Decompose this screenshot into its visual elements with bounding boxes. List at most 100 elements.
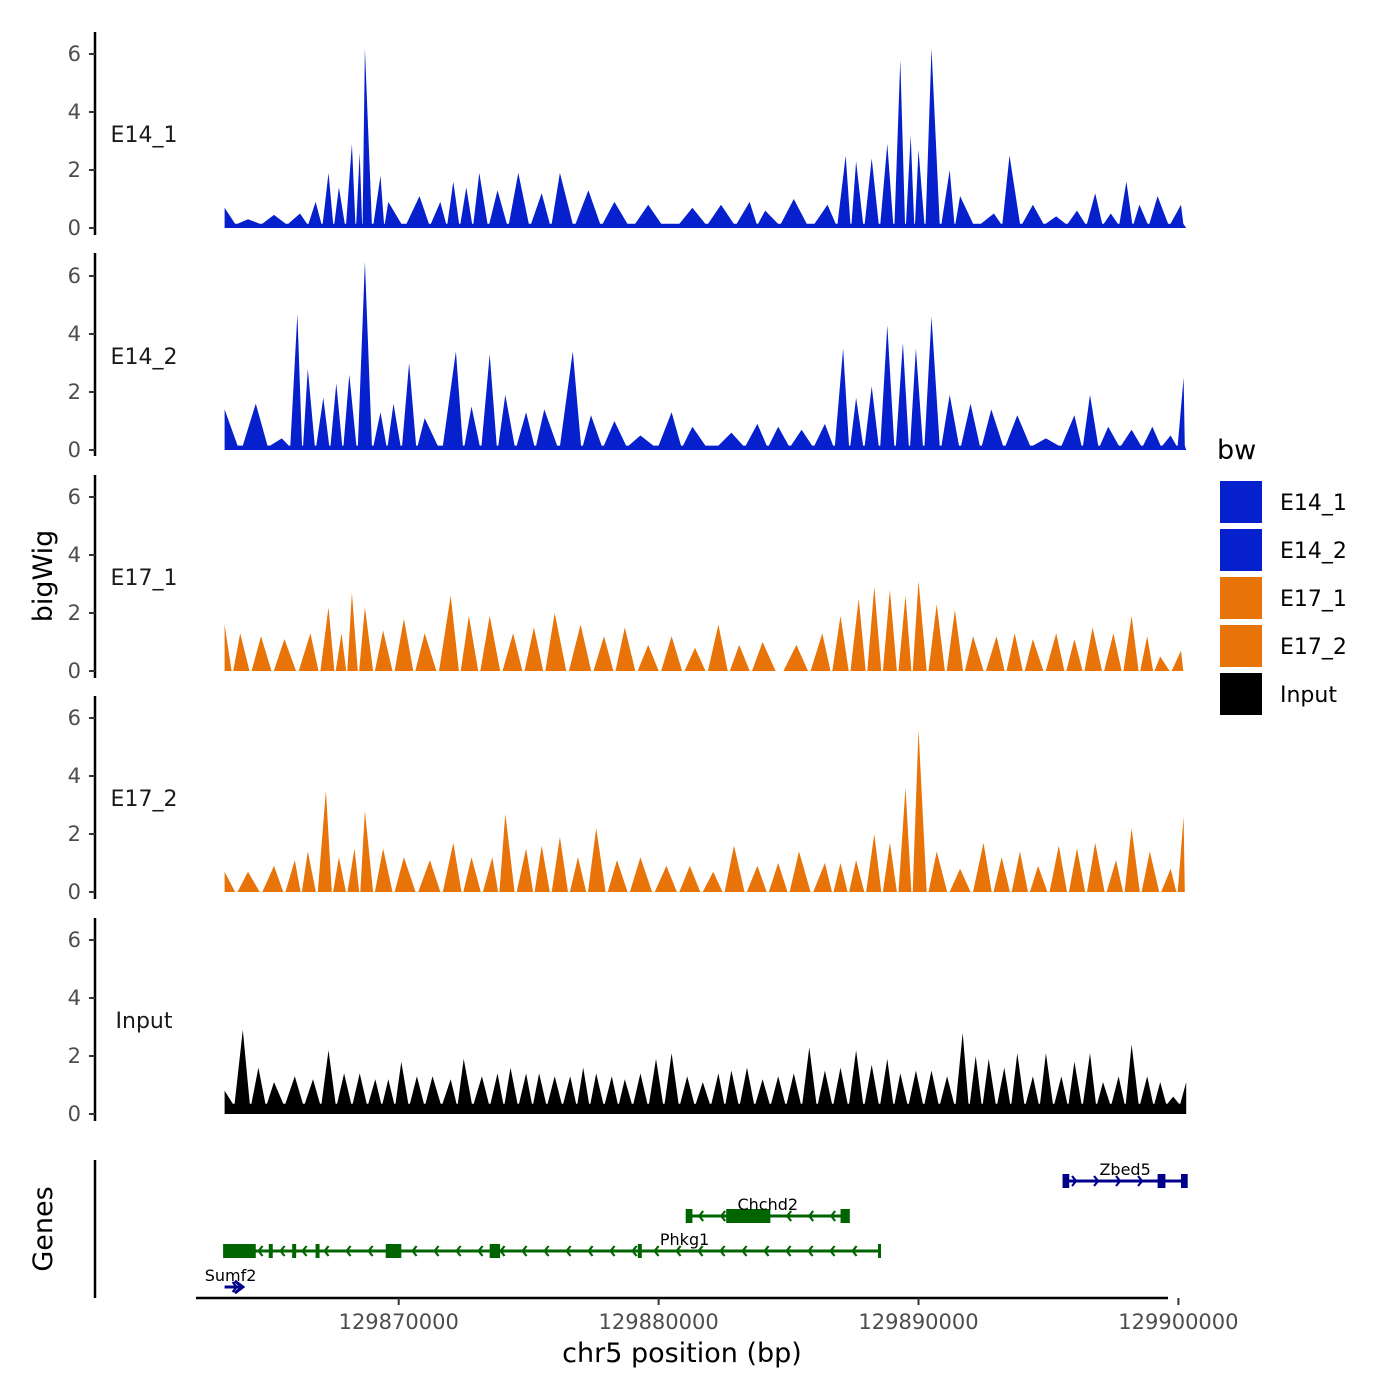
gene-exon: [1180, 1174, 1187, 1188]
signal-area-E14_2: [224, 261, 1187, 450]
gene-Chchd2: Chchd2: [685, 1195, 850, 1223]
y-tick-label: 2: [68, 822, 81, 846]
signal-tracks: 0 2 4 6 E14_1 0 2 4 6 E14_2 0 2 4 6 E17_1 0 2 4 6 E17_2 0 2 4 6…: [68, 32, 1187, 1126]
x-tick-label: 129870000: [339, 1310, 459, 1334]
track-Input: 0 2 4 6 Input: [68, 918, 1187, 1126]
track-label-Input: Input: [116, 1009, 173, 1034]
track-label-E14_2: E14_2: [111, 345, 178, 370]
strand-chevron: [1093, 1175, 1100, 1187]
y-tick-label: 6: [68, 928, 81, 952]
strand-chevron: [279, 1245, 286, 1257]
strand-chevron: [675, 1245, 682, 1257]
y-tick-label: 4: [68, 764, 81, 788]
x-tick-label: 129880000: [598, 1310, 718, 1334]
strand-chevron: [697, 1210, 705, 1222]
signal-area-Input: [224, 1029, 1187, 1114]
gene-Zbed5: Zbed5: [1062, 1160, 1188, 1188]
strand-chevron: [653, 1245, 660, 1257]
gene-annotation-panel: Zbed5 Chchd2 Phkg1 Sumf2: [93, 1160, 1188, 1298]
strand-chevron: [411, 1245, 418, 1257]
gene-exon: [315, 1244, 320, 1258]
y-tick-label: 0: [68, 659, 81, 683]
strand-chevron: [785, 1245, 792, 1257]
x-axis: 129870000 129880000 129890000 129900000: [196, 1296, 1239, 1334]
track-E14_2: 0 2 4 6 E14_2: [68, 253, 1187, 462]
x-tick-label: 129890000: [858, 1310, 978, 1334]
gene-exon: [1064, 1174, 1070, 1188]
strand-chevron: [499, 1245, 506, 1257]
gene-label-Zbed5: Zbed5: [1099, 1160, 1150, 1179]
strand-chevron: [763, 1245, 770, 1257]
signal-area-E17_2: [224, 729, 1187, 892]
strand-chevron: [345, 1245, 352, 1257]
y-axis-title: bigWig: [28, 530, 59, 623]
gene-exon: [840, 1209, 849, 1223]
legend-label-E17_2: E17_2: [1280, 635, 1347, 660]
strand-chevron: [301, 1245, 308, 1257]
gene-label-Chchd2: Chchd2: [737, 1195, 798, 1214]
legend-swatch-E14_1: [1218, 479, 1264, 525]
legend-label-Input: Input: [1280, 683, 1337, 708]
y-tick-label: 2: [68, 1044, 81, 1068]
strand-chevron: [1115, 1175, 1122, 1187]
legend: bw E14_1 E14_2 E17_1 E17_2 Input: [1217, 435, 1347, 717]
strand-chevron: [565, 1245, 572, 1257]
track-E14_1: 0 2 4 6 E14_1: [68, 32, 1187, 240]
track-label-E17_2: E17_2: [111, 787, 178, 812]
strand-chevron: [323, 1245, 330, 1257]
gene-label-Sumf2: Sumf2: [205, 1266, 257, 1285]
y-tick-label: 2: [68, 380, 81, 404]
gene-label-Phkg1: Phkg1: [660, 1230, 709, 1249]
strand-arrowhead: [233, 1279, 246, 1295]
strand-chevron: [829, 1210, 837, 1222]
strand-chevron: [521, 1245, 528, 1257]
gene-Phkg1: Phkg1: [223, 1230, 882, 1258]
strand-chevron: [609, 1245, 616, 1257]
strand-chevron: [257, 1245, 264, 1257]
strand-chevron: [477, 1245, 484, 1257]
gene-exon: [489, 1244, 501, 1258]
legend-label-E17_1: E17_1: [1280, 587, 1347, 612]
gene-Sumf2: Sumf2: [205, 1266, 257, 1295]
y-tick-label: 6: [68, 485, 81, 509]
strand-chevron: [719, 1210, 727, 1222]
x-axis-title: chr5 position (bp): [562, 1338, 802, 1369]
y-tick-label: 4: [68, 100, 81, 124]
strand-chevron: [587, 1245, 594, 1257]
y-tick-label: 4: [68, 986, 81, 1010]
y-tick-label: 6: [68, 706, 81, 730]
genes-axis-title: Genes: [28, 1186, 59, 1271]
strand-chevron: [631, 1245, 638, 1257]
strand-chevron: [433, 1245, 440, 1257]
gene-exon: [637, 1244, 642, 1258]
legend-swatch-Input: [1218, 671, 1264, 717]
legend-swatch-E17_1: [1218, 575, 1264, 621]
track-label-E14_1: E14_1: [111, 123, 178, 148]
gene-exon: [687, 1209, 693, 1223]
strand-chevron: [785, 1210, 793, 1222]
strand-chevron: [455, 1245, 462, 1257]
legend-swatch-E17_2: [1218, 623, 1264, 669]
strand-chevron: [1137, 1175, 1144, 1187]
y-tick-label: 4: [68, 543, 81, 567]
signal-area-E17_1: [224, 581, 1187, 671]
strand-chevron: [367, 1245, 374, 1257]
strand-chevron: [1071, 1175, 1078, 1187]
y-tick-label: 0: [68, 880, 81, 904]
strand-chevron: [851, 1245, 858, 1257]
y-tick-label: 0: [68, 438, 81, 462]
strand-chevron: [697, 1245, 704, 1257]
y-tick-label: 6: [68, 42, 81, 66]
gene-exon: [268, 1244, 273, 1258]
gene-exon: [726, 1209, 771, 1223]
y-tick-label: 0: [68, 1102, 81, 1126]
y-tick-label: 4: [68, 322, 81, 346]
gene-exon: [385, 1244, 402, 1258]
y-tick-label: 6: [68, 264, 81, 288]
legend-title: bw: [1217, 435, 1256, 466]
strand-chevron: [807, 1245, 814, 1257]
strand-chevron: [543, 1245, 550, 1257]
y-tick-label: 2: [68, 601, 81, 625]
